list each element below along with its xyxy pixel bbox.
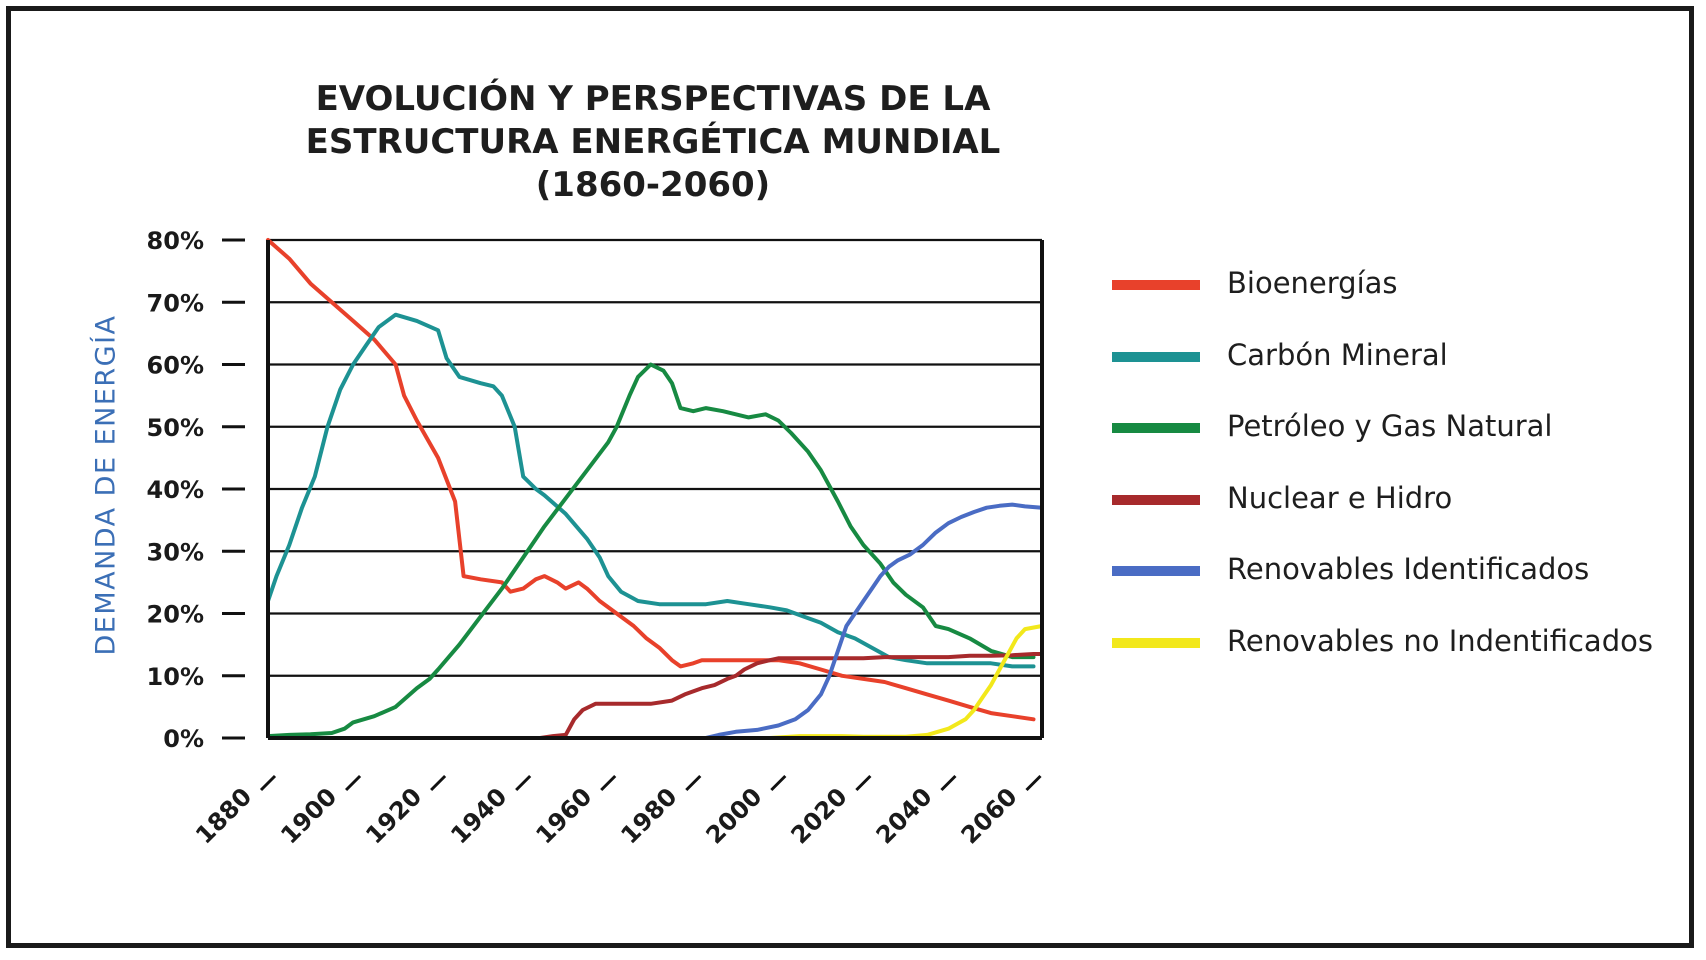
x-tick-2060 xyxy=(1025,774,1042,792)
chart-frame xyxy=(6,6,1694,948)
title-line-1: EVOLUCIÓN Y PERSPECTIVAS DE LA xyxy=(315,79,991,119)
y-tick-label-10: 10% xyxy=(147,663,204,691)
legend-label-3: Petróleo y Gas Natural xyxy=(1227,409,1553,443)
x-tick-1980 xyxy=(685,774,702,792)
series-line-6 xyxy=(767,624,1044,740)
x-tick-label-1960: 1960 xyxy=(530,782,597,849)
x-tick-1900 xyxy=(344,774,362,792)
x-tick-2000 xyxy=(770,774,787,792)
x-tick-label-1940: 1940 xyxy=(445,782,512,849)
x-tick-1880 xyxy=(259,774,277,792)
y-tick-label-80: 80% xyxy=(147,227,204,255)
series-line-2 xyxy=(266,312,1036,669)
title-line-2: ESTRUCTURA ENERGÉTICA MUNDIAL xyxy=(305,122,1001,162)
y-tick-label-60: 60% xyxy=(147,352,204,380)
series-line-3 xyxy=(266,362,1036,739)
x-tick-label-2020: 2020 xyxy=(786,782,853,849)
legend-item-4: Nuclear e Hidro xyxy=(1110,475,1690,547)
y-tick-label-0: 0% xyxy=(163,725,204,753)
legend-swatch-2 xyxy=(1112,351,1200,362)
legend-swatch-3 xyxy=(1112,423,1200,433)
x-tick-label-2040: 2040 xyxy=(871,782,938,849)
series-line-5 xyxy=(704,502,1044,740)
legend-item-3: Petróleo y Gas Natural xyxy=(1110,403,1690,475)
x-tick-1960 xyxy=(600,774,617,792)
x-tick-label-2060: 2060 xyxy=(956,782,1023,849)
x-tick-2040 xyxy=(940,774,957,792)
y-tick-label-30: 30% xyxy=(147,538,204,566)
chart-legend: Bioenergías Carbón Mineral Petróleo y Gas … xyxy=(1110,260,1690,689)
series-line-4 xyxy=(538,652,1044,740)
chart-title: EVOLUCIÓN Y PERSPECTIVAS DE LA ESTRUCTUR… xyxy=(0,78,1306,207)
legend-swatch-5 xyxy=(1112,566,1200,576)
y-tick-label-50: 50% xyxy=(147,414,204,442)
x-tick-label-1920: 1920 xyxy=(360,782,427,849)
y-tick-label-20: 20% xyxy=(147,601,204,629)
y-tick-label-70: 70% xyxy=(147,289,204,317)
x-tick-label-1900: 1900 xyxy=(275,782,342,849)
x-tick-label-2000: 2000 xyxy=(701,782,768,849)
legend-item-1: Bioenergías xyxy=(1110,260,1690,332)
legend-item-5: Renovables Identificados xyxy=(1110,546,1690,618)
legend-label-6: Renovables no Indentificados xyxy=(1227,623,1653,658)
legend-item-6: Renovables no Indentificados xyxy=(1110,618,1690,690)
y-tick-label-40: 40% xyxy=(147,476,204,504)
title-line-3: (1860-2060) xyxy=(535,165,771,205)
x-tick-label-1980: 1980 xyxy=(615,782,682,849)
x-tick-2020 xyxy=(855,774,872,792)
x-tick-label-1880: 1880 xyxy=(190,782,257,849)
series-line-1 xyxy=(266,238,1036,722)
legend-label-2: Carbón Mineral xyxy=(1227,337,1448,372)
x-tick-1920 xyxy=(430,774,447,792)
x-tick-1940 xyxy=(515,774,532,792)
legend-label-4: Nuclear e Hidro xyxy=(1227,480,1453,515)
legend-item-2: Carbón Mineral xyxy=(1110,332,1690,404)
legend-label-1: Bioenergías xyxy=(1227,266,1398,300)
legend-swatch-1 xyxy=(1112,280,1200,290)
legend-swatch-4 xyxy=(1112,494,1200,505)
legend-label-5: Renovables Identificados xyxy=(1227,552,1590,586)
legend-swatch-6 xyxy=(1112,637,1200,648)
